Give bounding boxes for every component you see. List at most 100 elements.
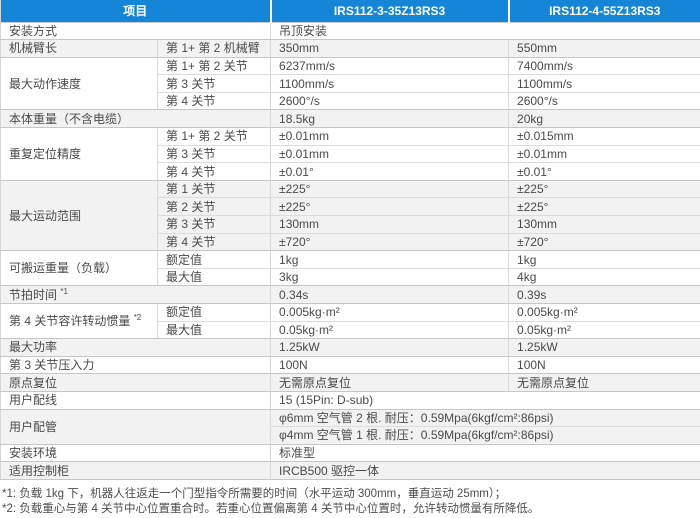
footnote-2: *2: 负载重心与第 4 关节中心位置重合时。若重心位置偏离第 4 关节中心位置… xyxy=(2,502,700,518)
spec-row: 安装环境标准型 xyxy=(1,444,700,462)
spec-value-model-b: 1100mm/s xyxy=(509,75,700,93)
spec-group-label: 第 3 关节压入力 xyxy=(1,356,271,374)
spec-value-model-b: 0.005kg·m² xyxy=(509,304,700,322)
spec-row: 安装方式吊顶安装 xyxy=(1,22,700,40)
spec-sublabel: 第 4 关节 xyxy=(158,163,271,181)
footnote-marker: *2 xyxy=(134,313,142,322)
spec-group-label: 机械臂长 xyxy=(1,40,158,58)
spec-value-model-b: ±0.01° xyxy=(509,163,700,181)
spec-group-label: 最大功率 xyxy=(1,339,271,357)
footnotes: *1: 负载 1kg 下，机器人往返走一个门型指令所需要的时间（水平运动 300… xyxy=(2,487,700,518)
spec-value-model-b: 2600°/s xyxy=(509,92,700,110)
spec-value-model-b: 550mm xyxy=(509,40,700,58)
spec-sublabel: 第 3 关节 xyxy=(158,75,271,93)
spec-value-model-a: ±0.01mm xyxy=(271,145,509,163)
col-header-model-a: IRS112-3-35Z13RS3 xyxy=(271,0,509,22)
spec-sublabel: 最大值 xyxy=(158,321,271,339)
spec-value-model-a: 0.05kg·m² xyxy=(271,321,509,339)
spec-group-label: 用户配线 xyxy=(1,391,271,409)
spec-value-shared: 吊顶安装 xyxy=(271,22,700,40)
spec-sublabel: 第 1+ 第 2 机械臂 xyxy=(158,40,271,58)
spec-value-model-a: 100N xyxy=(271,356,509,374)
spec-value-model-a: 1100mm/s xyxy=(271,75,509,93)
spec-sublabel: 第 1+ 第 2 关节 xyxy=(158,128,271,146)
spec-value-shared: 标准型 xyxy=(271,444,700,462)
spec-sublabel: 第 4 关节 xyxy=(158,233,271,251)
spec-sublabel: 第 3 关节 xyxy=(158,145,271,163)
spec-group-label: 适用控制柜 xyxy=(1,462,271,480)
spec-sublabel: 第 2 关节 xyxy=(158,198,271,216)
spec-sublabel: 第 3 关节 xyxy=(158,216,271,234)
spec-value-model-a: 3kg xyxy=(271,268,509,286)
spec-group-label: 安装方式 xyxy=(1,22,271,40)
spec-value-shared: 15 (15Pin: D-sub) xyxy=(271,391,700,409)
spec-value-model-b: 4kg xyxy=(509,268,700,286)
spec-group-label: 最大动作速度 xyxy=(1,57,158,110)
spec-sublabel: 第 1 关节 xyxy=(158,180,271,198)
spec-value-model-b: 0.39s xyxy=(509,286,700,304)
spec-group-label: 安装环境 xyxy=(1,444,271,462)
spec-row: 原点复位无需原点复位无需原点复位 xyxy=(1,374,700,392)
spec-group-label: 第 4 关节容许转动惯量 *2 xyxy=(1,304,158,339)
col-header-item: 项目 xyxy=(1,0,271,22)
spec-row: 重复定位精度第 1+ 第 2 关节±0.01mm±0.015mm xyxy=(1,128,700,146)
spec-value-model-b: ±225° xyxy=(509,198,700,216)
spec-value-shared: φ4mm 空气管 1 根. 耐压：0.59Mpa(6kgf/cm²:86psi) xyxy=(271,427,700,445)
spec-value-model-a: 1.25kW xyxy=(271,339,509,357)
spec-sublabel: 额定值 xyxy=(158,251,271,269)
spec-group-label: 用户配管 xyxy=(1,409,271,444)
spec-value-model-b: 无需原点复位 xyxy=(509,374,700,392)
spec-sublabel: 额定值 xyxy=(158,304,271,322)
spec-value-model-a: 0.005kg·m² xyxy=(271,304,509,322)
footnote-1: *1: 负载 1kg 下，机器人往返走一个门型指令所需要的时间（水平运动 300… xyxy=(2,487,700,503)
spec-value-model-b: ±0.01mm xyxy=(509,145,700,163)
col-header-model-b: IRS112-4-55Z13RS3 xyxy=(509,0,700,22)
spec-value-model-a: 无需原点复位 xyxy=(271,374,509,392)
spec-value-model-b: 100N xyxy=(509,356,700,374)
header-row: 项目 IRS112-3-35Z13RS3 IRS112-4-55Z13RS3 xyxy=(1,0,700,22)
spec-sublabel: 最大值 xyxy=(158,268,271,286)
footnote-marker: *1 xyxy=(60,287,68,296)
spec-value-model-b: 0.05kg·m² xyxy=(509,321,700,339)
spec-value-model-b: ±0.015mm xyxy=(509,128,700,146)
spec-value-model-a: 0.34s xyxy=(271,286,509,304)
spec-sublabel: 第 4 关节 xyxy=(158,92,271,110)
spec-row: 最大运动范围第 1 关节±225°±225° xyxy=(1,180,700,198)
spec-value-model-a: 18.5kg xyxy=(271,110,509,128)
spec-value-model-a: 6237mm/s xyxy=(271,57,509,75)
spec-value-shared: φ6mm 空气管 2 根. 耐压：0.59Mpa(6kgf/cm²:86psi) xyxy=(271,409,700,427)
spec-group-label: 节拍时间 *1 xyxy=(1,286,271,304)
spec-value-model-b: 20kg xyxy=(509,110,700,128)
spec-value-model-a: ±0.01° xyxy=(271,163,509,181)
spec-value-model-b: 1.25kW xyxy=(509,339,700,357)
spec-value-model-a: 2600°/s xyxy=(271,92,509,110)
spec-value-model-a: 350mm xyxy=(271,40,509,58)
spec-table: 项目 IRS112-3-35Z13RS3 IRS112-4-55Z13RS3 安… xyxy=(0,0,700,480)
spec-value-model-a: ±720° xyxy=(271,233,509,251)
spec-group-label: 本体重量（不含电缆） xyxy=(1,110,271,128)
spec-value-model-b: 1kg xyxy=(509,251,700,269)
spec-value-model-a: 130mm xyxy=(271,216,509,234)
spec-value-model-b: 130mm xyxy=(509,216,700,234)
spec-value-model-a: ±225° xyxy=(271,180,509,198)
spec-group-label: 重复定位精度 xyxy=(1,128,158,181)
spec-table-header: 项目 IRS112-3-35Z13RS3 IRS112-4-55Z13RS3 xyxy=(1,0,700,22)
spec-sublabel: 第 1+ 第 2 关节 xyxy=(158,57,271,75)
spec-value-model-b: ±225° xyxy=(509,180,700,198)
spec-value-model-b: ±720° xyxy=(509,233,700,251)
spec-value-model-a: ±225° xyxy=(271,198,509,216)
spec-value-model-a: ±0.01mm xyxy=(271,128,509,146)
spec-group-label: 可搬运重量（负载） xyxy=(1,251,158,286)
spec-value-model-b: 7400mm/s xyxy=(509,57,700,75)
spec-group-label: 最大运动范围 xyxy=(1,180,158,250)
